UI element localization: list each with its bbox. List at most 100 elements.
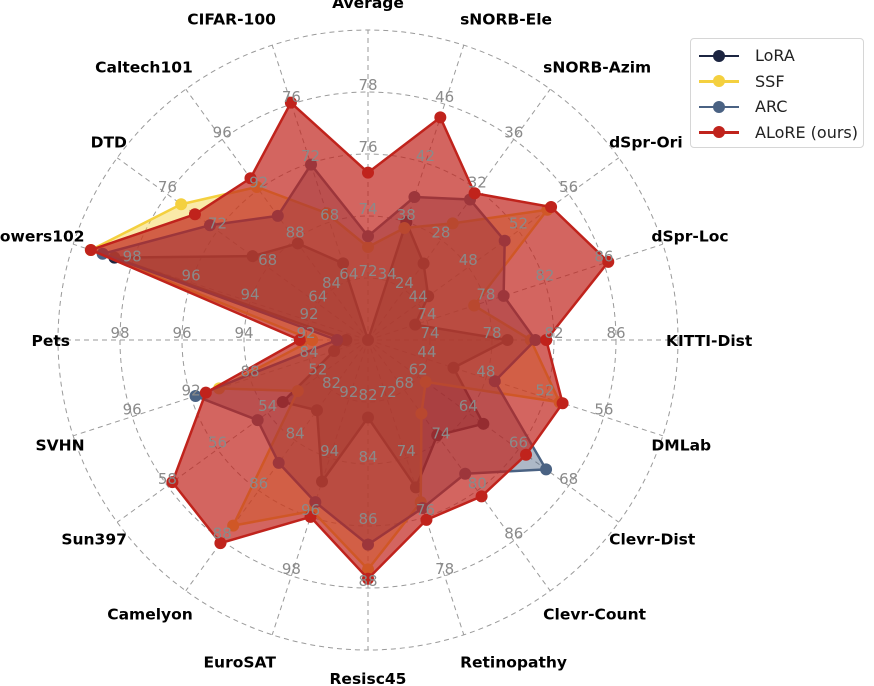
tick-label: 68 xyxy=(320,206,339,224)
data-point xyxy=(540,463,553,476)
tick-label: 72 xyxy=(208,215,227,233)
legend-marker-icon xyxy=(699,49,739,62)
tick-labels: 72 74 76 78 34 38 42 46 24 28 32 36 44 48 52 56 74 78 82 86… xyxy=(110,76,625,590)
tick-label: 68 xyxy=(395,374,414,392)
tick-label: 48 xyxy=(476,362,495,380)
axis-label: Flowers102 xyxy=(0,228,85,246)
tick-label: 76 xyxy=(158,178,177,196)
data-point xyxy=(362,572,374,585)
tick-label: 76 xyxy=(358,138,377,156)
tick-label: 36 xyxy=(504,123,523,141)
tick-label: 52 xyxy=(535,381,554,399)
tick-label: 82 xyxy=(358,386,377,404)
tick-label: 44 xyxy=(417,343,436,361)
series-layer xyxy=(84,96,615,585)
axis-label: Caltech101 xyxy=(95,59,193,77)
axis-label: Sun397 xyxy=(61,531,127,549)
tick-label: 56 xyxy=(208,433,227,451)
tick-label: 62 xyxy=(409,360,428,378)
tick-label: 76 xyxy=(416,501,435,519)
tick-label: 88 xyxy=(213,525,232,543)
axis-label: Resisc45 xyxy=(330,670,407,686)
tick-label: 98 xyxy=(123,247,142,265)
legend-label: ALoRE (ours) xyxy=(755,122,859,142)
tick-label: 52 xyxy=(308,360,327,378)
tick-label: 48 xyxy=(459,251,478,269)
tick-label: 84 xyxy=(286,424,305,442)
legend-item: SSF xyxy=(699,69,863,95)
legend-label: LoRA xyxy=(755,46,795,66)
data-point xyxy=(189,390,202,403)
data-point xyxy=(214,537,227,550)
tick-label: 86 xyxy=(594,247,613,265)
tick-label: 92 xyxy=(182,381,201,399)
data-point xyxy=(545,200,558,213)
legend-item: ARC xyxy=(699,94,863,120)
tick-label: 92 xyxy=(339,383,358,401)
tick-label: 92 xyxy=(296,324,315,342)
tick-label: 88 xyxy=(286,224,305,242)
data-point xyxy=(434,111,447,124)
tick-label: 28 xyxy=(431,224,450,242)
legend: LoRA SSF ARC ALoRE (ours) xyxy=(690,38,864,148)
tick-label: 74 xyxy=(431,424,450,442)
tick-label: 98 xyxy=(282,560,301,578)
tick-label: 92 xyxy=(249,174,268,192)
tick-label: 24 xyxy=(395,274,414,292)
tick-label: 56 xyxy=(559,178,578,196)
data-point xyxy=(175,198,188,211)
tick-label: 96 xyxy=(213,123,232,141)
tick-label: 72 xyxy=(378,383,397,401)
tick-label: 80 xyxy=(468,474,487,492)
data-point xyxy=(304,510,317,523)
axis-label: sNORB-Ele xyxy=(460,11,552,29)
legend-label: ARC xyxy=(755,97,788,117)
tick-label: 82 xyxy=(322,374,341,392)
tick-label: 94 xyxy=(320,442,339,460)
axis-label: dSpr-Ori xyxy=(609,133,683,151)
tick-label: 68 xyxy=(559,470,578,488)
axis-label: Average xyxy=(332,0,404,12)
tick-label: 52 xyxy=(509,215,528,233)
axis-label: DTD xyxy=(91,133,127,151)
tick-label: 74 xyxy=(397,442,416,460)
tick-label: 86 xyxy=(606,324,625,342)
legend-item: LoRA xyxy=(699,43,863,69)
tick-label: 42 xyxy=(416,147,435,165)
axis-label: Pets xyxy=(31,332,70,350)
tick-label: 92 xyxy=(299,305,318,323)
tick-label: 68 xyxy=(258,251,277,269)
tick-label: 74 xyxy=(420,324,439,342)
axis-label: sNORB-Azim xyxy=(543,59,651,77)
tick-label: 78 xyxy=(476,286,495,304)
data-point xyxy=(520,448,533,461)
data-point xyxy=(468,187,481,200)
tick-label: 38 xyxy=(397,206,416,224)
tick-label: 64 xyxy=(339,265,358,283)
axis-label: EuroSAT xyxy=(203,653,276,671)
tick-label: 54 xyxy=(258,397,277,415)
tick-label: 84 xyxy=(299,343,318,361)
data-point xyxy=(284,96,297,109)
tick-label: 64 xyxy=(308,288,327,306)
tick-label: 84 xyxy=(322,274,341,292)
tick-label: 94 xyxy=(241,286,260,304)
tick-label: 82 xyxy=(544,324,563,342)
axis-label: KITTI-Dist xyxy=(666,332,753,350)
tick-label: 64 xyxy=(459,397,478,415)
tick-label: 44 xyxy=(409,288,428,306)
tick-label: 88 xyxy=(358,572,377,590)
tick-label: 82 xyxy=(535,267,554,285)
tick-label: 72 xyxy=(358,262,377,280)
data-point xyxy=(602,255,615,268)
data-point xyxy=(293,334,306,346)
tick-label: 98 xyxy=(110,324,129,342)
tick-label: 56 xyxy=(594,401,613,419)
axis-label: Clevr-Count xyxy=(543,605,646,623)
tick-label: 72 xyxy=(301,147,320,165)
axis-label: dSpr-Loc xyxy=(651,228,728,246)
data-point xyxy=(199,386,212,399)
tick-label: 78 xyxy=(435,560,454,578)
data-point xyxy=(362,166,374,179)
tick-label: 58 xyxy=(158,470,177,488)
